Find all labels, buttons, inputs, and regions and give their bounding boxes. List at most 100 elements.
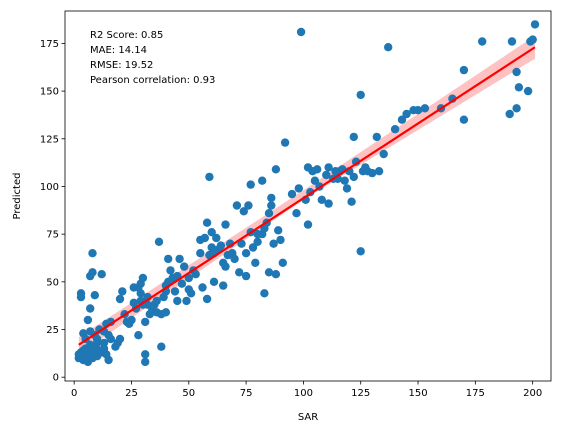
data-point bbox=[310, 176, 320, 185]
data-point bbox=[115, 294, 125, 304]
data-point bbox=[235, 268, 244, 277]
y-axis-label: Predicted bbox=[12, 173, 23, 220]
data-point bbox=[294, 184, 303, 193]
data-point bbox=[287, 189, 297, 199]
x-tick-label: 25 bbox=[125, 388, 138, 399]
data-point bbox=[413, 106, 423, 115]
data-point bbox=[230, 254, 239, 264]
data-point bbox=[184, 273, 193, 283]
data-point bbox=[180, 262, 189, 271]
x-tick-label: 200 bbox=[523, 388, 542, 399]
data-point bbox=[141, 357, 150, 367]
data-point bbox=[402, 109, 411, 119]
data-point bbox=[303, 220, 313, 229]
data-point bbox=[200, 233, 209, 243]
data-point bbox=[177, 279, 187, 288]
data-point bbox=[324, 199, 333, 208]
data-point bbox=[161, 308, 171, 317]
data-point bbox=[505, 109, 514, 119]
data-point bbox=[528, 35, 537, 44]
data-point bbox=[267, 193, 276, 203]
data-point bbox=[274, 226, 283, 235]
data-point bbox=[296, 27, 306, 37]
data-point bbox=[269, 239, 278, 248]
data-point bbox=[166, 266, 175, 275]
x-tick-label: 175 bbox=[466, 388, 485, 399]
data-point bbox=[260, 289, 269, 298]
data-point bbox=[157, 342, 166, 351]
metric-text: RMSE: 19.52 bbox=[90, 60, 153, 71]
data-point bbox=[271, 165, 281, 174]
data-point bbox=[173, 296, 182, 306]
data-point bbox=[251, 258, 260, 267]
data-point bbox=[136, 289, 145, 298]
data-point bbox=[478, 37, 487, 46]
x-tick-label: 125 bbox=[351, 388, 370, 399]
metric-text: R2 Score: 0.85 bbox=[90, 30, 163, 41]
data-point bbox=[138, 273, 148, 283]
x-axis-label: SAR bbox=[298, 412, 318, 423]
data-point bbox=[221, 220, 230, 229]
data-point bbox=[106, 334, 116, 344]
y-tick-label: 125 bbox=[40, 134, 59, 145]
data-point bbox=[276, 235, 285, 245]
data-point bbox=[512, 67, 521, 77]
data-point bbox=[264, 268, 274, 277]
data-point bbox=[347, 197, 356, 206]
data-point bbox=[244, 201, 253, 210]
data-point bbox=[202, 294, 212, 304]
data-point bbox=[271, 270, 281, 279]
regression-line-layer bbox=[78, 46, 536, 346]
data-point bbox=[313, 165, 322, 174]
x-tick-label: 150 bbox=[408, 388, 427, 399]
metric-text: Pearson correlation: 0.93 bbox=[90, 75, 215, 86]
data-point bbox=[127, 315, 136, 325]
x-tick-label: 100 bbox=[294, 388, 313, 399]
data-point bbox=[202, 218, 212, 227]
data-point bbox=[278, 258, 287, 267]
data-point bbox=[317, 195, 326, 204]
data-point bbox=[253, 237, 262, 246]
data-point bbox=[368, 168, 377, 178]
data-point bbox=[372, 132, 381, 142]
data-point bbox=[186, 289, 196, 298]
data-point bbox=[221, 262, 230, 271]
metrics-annotation: R2 Score: 0.85 MAE: 14.14 RMSE: 19.52 Pears… bbox=[90, 30, 215, 86]
data-point bbox=[152, 296, 161, 306]
data-point bbox=[340, 176, 349, 185]
data-point bbox=[205, 172, 214, 182]
data-point bbox=[76, 292, 86, 302]
data-point bbox=[459, 65, 469, 75]
data-point bbox=[182, 296, 191, 306]
data-point bbox=[459, 115, 469, 124]
data-point bbox=[356, 90, 365, 100]
plot-frame bbox=[64, 10, 552, 382]
data-point bbox=[264, 209, 274, 218]
data-point bbox=[530, 20, 540, 29]
x-tick-label: 0 bbox=[71, 388, 77, 399]
y-tick-label: 150 bbox=[40, 87, 59, 98]
data-point bbox=[170, 287, 180, 296]
data-point bbox=[175, 254, 184, 264]
data-point bbox=[164, 254, 173, 264]
data-point bbox=[154, 237, 164, 246]
data-point bbox=[115, 334, 125, 344]
y-tick-label: 0 bbox=[53, 373, 59, 384]
data-point bbox=[209, 277, 219, 286]
data-point bbox=[88, 268, 97, 277]
data-point bbox=[198, 283, 207, 292]
data-point bbox=[239, 207, 248, 216]
metric-text: MAE: 14.14 bbox=[90, 45, 147, 56]
data-point bbox=[92, 334, 102, 344]
data-point bbox=[86, 304, 95, 313]
data-point bbox=[141, 350, 150, 359]
data-point bbox=[134, 331, 143, 340]
data-point bbox=[237, 239, 246, 248]
data-point bbox=[322, 170, 331, 180]
data-point bbox=[83, 315, 93, 325]
y-tick-label: 100 bbox=[40, 182, 59, 193]
data-point bbox=[420, 104, 430, 113]
scatter-points-layer bbox=[74, 20, 540, 367]
y-tick-label: 75 bbox=[46, 230, 59, 241]
